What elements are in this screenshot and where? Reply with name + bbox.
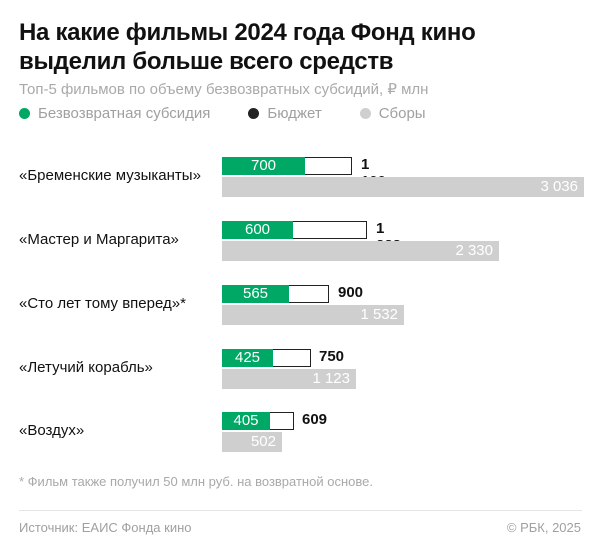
film-label: «Мастер и Маргарита» (19, 231, 179, 248)
gross-bar: 1 532 (222, 305, 404, 325)
subsidy-bar: 700 (222, 157, 305, 175)
legend-item-subsidy: Безвозвратная субсидия (19, 105, 210, 122)
chart-row: «Мастер и Маргарита» 600 1 233 2 330 (0, 220, 600, 281)
black-dot-icon (248, 108, 260, 119)
legend-item-budget: Бюджет (248, 105, 322, 122)
gray-dot-icon (359, 108, 371, 119)
gross-bar: 3 036 (222, 177, 584, 197)
subsidy-bar: 405 (222, 412, 270, 430)
chart-subtitle: Топ-5 фильмов по объему безвозвратных су… (19, 81, 429, 98)
chart-row: «Бременские музыканты» 700 1 100 3 036 (0, 156, 600, 217)
gross-bar: 502 (222, 432, 282, 452)
source-text: Источник: ЕАИС Фонда кино (19, 520, 192, 535)
chart-row: «Сто лет тому вперед»* 565 900 1 532 (0, 284, 600, 345)
budget-value: 750 (319, 348, 345, 365)
subsidy-bar: 565 (222, 285, 289, 303)
film-label: «Сто лет тому вперед»* (19, 295, 186, 312)
legend-label: Безвозвратная субсидия (38, 105, 211, 122)
subsidy-bar: 425 (222, 349, 273, 367)
film-label: «Воздух» (19, 422, 85, 439)
chart-row: «Воздух» 405 609 502 (0, 411, 600, 472)
green-dot-icon (19, 108, 30, 119)
footnote: * Фильм также получил 50 млн руб. на воз… (19, 474, 373, 489)
budget-value: 609 (302, 411, 328, 428)
legend: Безвозвратная субсидия Бюджет Сборы (19, 105, 464, 122)
legend-item-gross: Сборы (359, 105, 426, 122)
chart-row: «Летучий корабль» 425 750 1 123 (0, 348, 600, 409)
chart-title: На какие фильмы 2024 года Фонд кино выде… (19, 19, 476, 75)
legend-label: Сборы (378, 105, 426, 122)
copyright-text: © РБК, 2025 (506, 520, 581, 535)
subsidy-bar: 600 (222, 221, 293, 239)
gross-bar: 1 123 (222, 369, 356, 389)
film-label: «Летучий корабль» (19, 359, 153, 376)
budget-value: 900 (338, 284, 364, 301)
film-label: «Бременские музыканты» (19, 167, 201, 184)
legend-label: Бюджет (267, 105, 322, 122)
footer-divider (19, 510, 582, 511)
gross-bar: 2 330 (222, 241, 499, 261)
